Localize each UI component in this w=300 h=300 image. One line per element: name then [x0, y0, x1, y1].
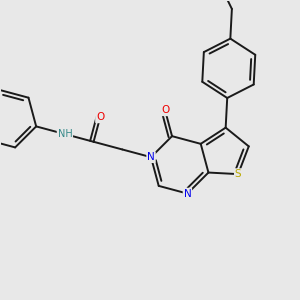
Text: N: N: [147, 152, 155, 162]
Text: N: N: [184, 189, 191, 199]
Text: O: O: [96, 112, 104, 122]
Text: S: S: [235, 169, 242, 179]
Text: NH: NH: [58, 129, 72, 139]
Text: O: O: [161, 105, 169, 115]
